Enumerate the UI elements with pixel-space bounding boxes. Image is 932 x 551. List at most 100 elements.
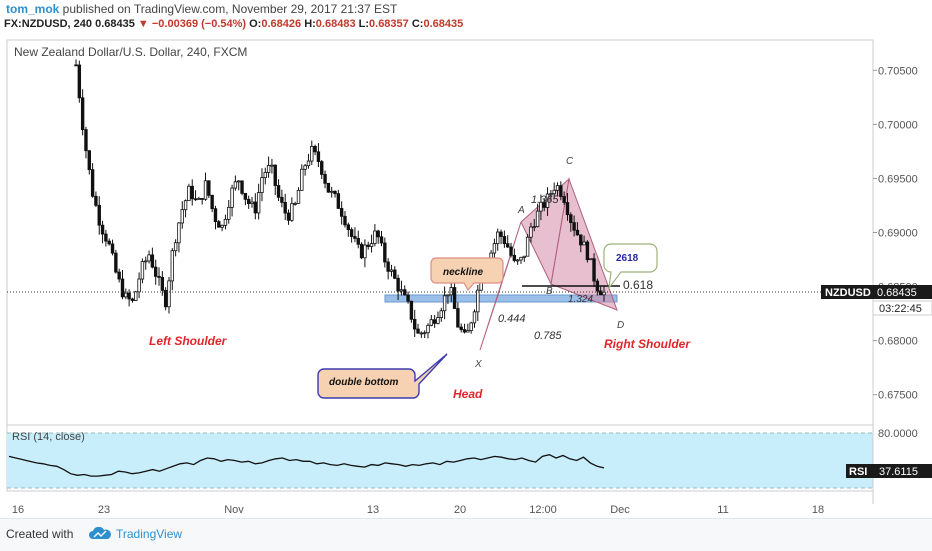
candle-body xyxy=(459,326,463,330)
candle-body xyxy=(286,212,291,221)
candle-body xyxy=(270,164,274,167)
low-label: L: xyxy=(358,18,370,30)
candle-body xyxy=(393,269,397,279)
candle-body xyxy=(363,244,367,259)
candle-body xyxy=(80,97,85,130)
candle-body xyxy=(602,291,606,296)
fib-callout-text: 2618 xyxy=(616,253,639,264)
candle-body xyxy=(167,280,171,308)
symbol-bar: FX:NZDUSD, 240 0.68435 ▼ −0.00369 (−0.54… xyxy=(4,18,463,30)
candle-body xyxy=(210,194,214,210)
candle-body xyxy=(396,277,400,292)
rsi-tag xyxy=(846,464,873,478)
candle-body xyxy=(117,271,121,280)
candle-body xyxy=(376,230,380,238)
ratio-0444: 0.444 xyxy=(498,313,526,325)
candle-body xyxy=(389,269,394,272)
tradingview-brand[interactable]: TradingView xyxy=(116,527,183,541)
candle-body xyxy=(406,294,410,302)
candle-body xyxy=(150,254,155,268)
candle-body xyxy=(84,129,88,152)
candle-body xyxy=(217,221,221,228)
candle-body xyxy=(134,291,138,301)
candle-body xyxy=(293,202,297,205)
author-link[interactable]: tom_mok xyxy=(6,2,60,16)
candle-body xyxy=(509,246,513,256)
neckline-callout: neckline xyxy=(430,257,504,292)
candle-body xyxy=(246,198,251,205)
candle-body xyxy=(240,180,244,194)
left-shoulder-label: Left Shoulder xyxy=(149,334,228,348)
candle-body xyxy=(452,287,457,309)
candle-body xyxy=(207,180,211,196)
candle-body xyxy=(559,185,563,197)
candle-body xyxy=(296,189,301,204)
candle-body xyxy=(290,203,294,221)
candle-body xyxy=(253,201,258,214)
ratio-0785: 0.785 xyxy=(534,330,562,342)
candle-body xyxy=(379,236,384,244)
candle-body xyxy=(366,244,370,247)
candle-body xyxy=(446,294,450,297)
candle-body xyxy=(539,201,543,212)
candle-body xyxy=(413,318,417,330)
rsi-tag-text: RSI xyxy=(849,466,867,478)
candle-body xyxy=(266,165,271,173)
symbol-tag-text: NZDUSD xyxy=(825,287,871,299)
candle-body xyxy=(343,215,347,226)
chart-area[interactable]: 0.705000.700000.695000.690000.685000.680… xyxy=(0,36,932,518)
candle-body xyxy=(303,165,307,170)
x-tick-label: Dec xyxy=(610,504,630,516)
created-with-text: Created with xyxy=(6,527,74,541)
candle-body xyxy=(163,289,168,308)
ratio-0618: 0.618 xyxy=(623,278,653,292)
candle-body xyxy=(542,201,546,208)
candle-body xyxy=(432,319,437,324)
candle-body xyxy=(525,236,530,257)
candle-body xyxy=(329,190,334,193)
candle-body xyxy=(429,319,434,326)
ratio-1324: 1.324 xyxy=(568,294,593,305)
candle-body xyxy=(582,241,586,246)
x-tick-label: 11 xyxy=(717,504,728,516)
candle-body xyxy=(466,330,470,333)
publish-text: published on TradingView.com, November 2… xyxy=(59,2,398,16)
candle-body xyxy=(233,181,238,189)
candle-body xyxy=(173,242,178,252)
candle-body xyxy=(94,195,98,206)
double-bottom-callout: double bottom xyxy=(317,353,448,399)
low-value: 0.68357 xyxy=(369,18,409,30)
candle-body xyxy=(383,242,387,263)
candle-body xyxy=(579,234,583,246)
candle-body xyxy=(333,190,337,195)
candle-body xyxy=(346,224,351,230)
candle-body xyxy=(74,64,78,67)
rsi-value-text: 37.6115 xyxy=(879,466,918,478)
open-value: 0.68426 xyxy=(261,18,302,30)
candle-body xyxy=(153,266,158,277)
candle-body xyxy=(213,208,218,223)
candle-body xyxy=(300,168,304,191)
neckline-zone xyxy=(384,294,618,303)
candle-body xyxy=(87,150,91,171)
candle-body xyxy=(519,256,523,261)
candle-body xyxy=(170,250,175,282)
candle-body xyxy=(585,241,590,261)
candle-body xyxy=(320,161,324,175)
ratio-1365: 1.365 xyxy=(531,194,559,206)
candle-body xyxy=(545,193,550,208)
candle-body xyxy=(306,160,311,167)
candle-body xyxy=(256,192,261,214)
rsi-line xyxy=(8,454,605,477)
countdown-text: 03:22:45 xyxy=(879,303,922,315)
point-c-label: C xyxy=(566,156,574,167)
candle-body xyxy=(316,151,321,162)
candle-body xyxy=(549,193,553,196)
symbol-label[interactable]: FX:NZDUSD, 240 xyxy=(4,18,93,30)
candle-body xyxy=(326,182,331,193)
open-label: O: xyxy=(249,18,262,30)
candle-body xyxy=(160,276,165,291)
candle-body xyxy=(200,198,204,200)
point-a-label: A xyxy=(517,205,525,216)
candle-body xyxy=(107,240,111,245)
